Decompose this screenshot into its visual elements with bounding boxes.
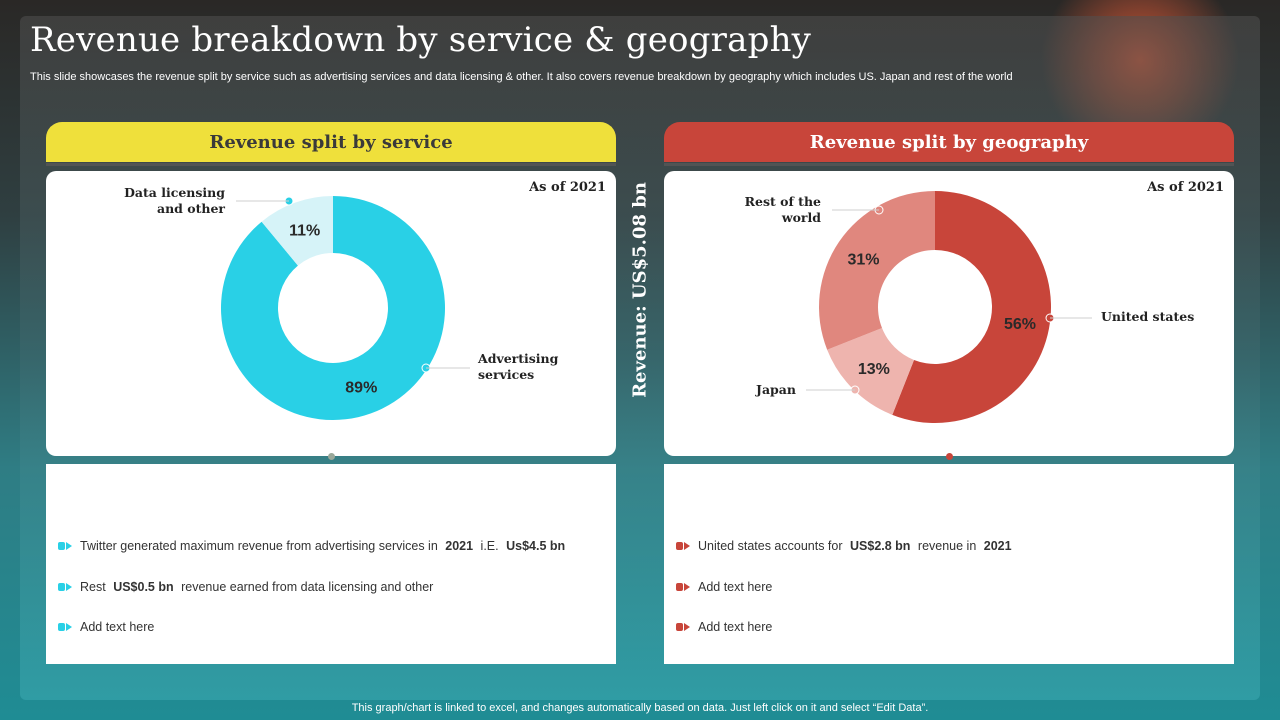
service-bullet-list: Twitter generated maximum revenue from a… [58, 536, 569, 658]
bullet-arrow-icon [676, 623, 698, 631]
service-slice[interactable] [221, 196, 445, 420]
bullet-text-part: Twitter generated maximum revenue from a… [80, 539, 442, 553]
service-bullet-text: Add text here [80, 620, 154, 634]
service-slice[interactable] [261, 196, 333, 266]
bullet-arrow-icon [676, 582, 698, 591]
geography-value-label: 56% [1004, 316, 1036, 333]
page-title: Revenue breakdown by service & geography [30, 20, 812, 60]
bullet-arrow-icon [58, 542, 80, 550]
geography-donut-chart[interactable]: As of 2021 56% United states 13% Japan 31% Res… [664, 171, 1234, 456]
service-card-dot [328, 453, 335, 460]
geography-category-label: United states [1101, 309, 1194, 324]
geography-slice[interactable] [827, 327, 915, 415]
bullet-text-part: revenue earned from data licensing and o… [177, 579, 434, 594]
geography-category-label: Rest of the world [745, 194, 822, 225]
geography-bullet-text: Add text here [698, 620, 772, 634]
service-value-label: 89% [345, 380, 377, 397]
service-donut-chart[interactable]: As of 2021 89% Advertising services 11% Data … [46, 171, 616, 456]
geography-bullet-text: United states accounts for US$2.8 bn rev… [698, 539, 1016, 553]
geography-bullet-item: United states accounts for US$2.8 bn rev… [676, 536, 1016, 556]
service-chart-card[interactable]: As of 2021 89% Advertising services 11% Data … [46, 171, 616, 456]
geography-as-of-label: As of 2021 [1146, 180, 1224, 195]
service-category-label: Advertising services [477, 351, 559, 382]
bullet-highlight: 2021 [983, 539, 1012, 553]
service-bullet-item: Rest US$0.5 bn revenue earned from data … [58, 577, 569, 597]
bullet-text-part: Add text here [80, 620, 155, 634]
geography-panel-header: Revenue split by geography [664, 122, 1234, 162]
footer-note: This graph/chart is linked to excel, and… [351, 702, 929, 714]
service-value-label: 11% [289, 222, 320, 239]
bullet-arrow-icon [58, 623, 80, 631]
service-panel-header: Revenue split by service [46, 122, 616, 162]
bullet-text-part: United states accounts for [698, 539, 846, 553]
service-bullet-item: Twitter generated maximum revenue from a… [58, 536, 569, 556]
geography-value-label: 13% [858, 361, 890, 378]
bullet-text-part: i.E. [477, 539, 503, 553]
geography-value-label: 31% [847, 251, 879, 268]
geography-card-dot [946, 453, 953, 460]
geography-bullet-item: Add text here [676, 617, 1016, 637]
service-notes-card[interactable]: Twitter generated maximum revenue from a… [46, 464, 616, 664]
geography-slice[interactable] [819, 191, 935, 350]
service-bullet-text: Rest US$0.5 bn revenue earned from data … [80, 580, 433, 594]
geography-bullet-item: Add text here [676, 577, 1016, 597]
page-subtitle: This slide showcases the revenue split b… [30, 71, 1013, 83]
bullet-text-part: Add text here [698, 579, 773, 594]
service-header-divider [46, 163, 616, 166]
geography-bullet-list: United states accounts for US$2.8 bn rev… [676, 536, 1016, 658]
geography-notes-card[interactable]: United states accounts for US$2.8 bn rev… [664, 464, 1234, 664]
bullet-text-part: revenue in [914, 539, 980, 553]
bullet-highlight: US$0.5 bn [113, 579, 174, 594]
bullet-arrow-icon [676, 542, 698, 550]
total-revenue-label: Revenue: US$5.08 bn [629, 182, 651, 398]
geography-bullet-text: Add text here [698, 580, 772, 594]
geography-chart-card[interactable]: As of 2021 56% United states 13% Japan 31% Res… [664, 171, 1234, 456]
geography-header-divider [664, 163, 1234, 166]
bullet-highlight: 2021 [445, 539, 474, 553]
service-category-label: Data licensing and other [124, 185, 225, 216]
bullet-highlight: Us$4.5 bn [506, 539, 566, 553]
geography-category-label: Japan [755, 382, 796, 397]
geography-slice[interactable] [892, 191, 1051, 423]
service-as-of-label: As of 2021 [528, 180, 606, 195]
service-bullet-text: Twitter generated maximum revenue from a… [80, 539, 569, 553]
bullet-highlight: US$2.8 bn [850, 539, 911, 553]
bullet-arrow-icon [58, 582, 80, 591]
bullet-text-part: Add text here [698, 620, 773, 634]
service-bullet-item: Add text here [58, 617, 569, 637]
bullet-text-part: Rest [80, 579, 110, 594]
